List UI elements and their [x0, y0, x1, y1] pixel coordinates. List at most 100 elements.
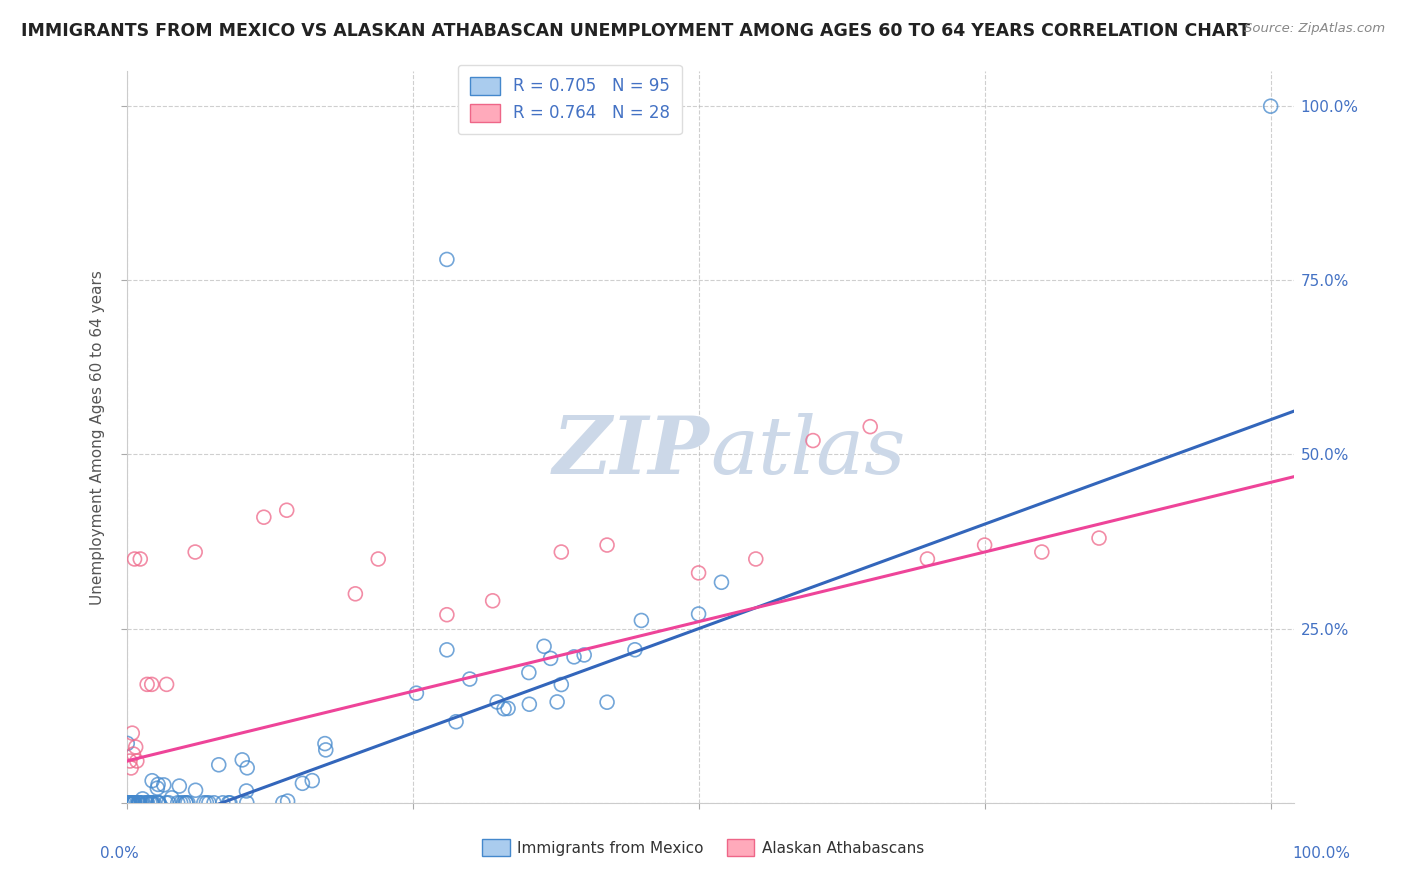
Point [121, 726, 143, 740]
Point [127, 796, 149, 810]
Point [494, 702, 516, 716]
Point [122, 796, 145, 810]
Point [174, 796, 197, 810]
Point [517, 665, 540, 680]
Legend: R = 0.705   N = 95, R = 0.764   N = 28: R = 0.705 N = 95, R = 0.764 N = 28 [458, 65, 682, 134]
Point [146, 796, 169, 810]
Point [540, 651, 562, 665]
Point [193, 796, 215, 810]
Point [121, 796, 143, 810]
Point [117, 796, 139, 810]
Point [859, 419, 882, 434]
Text: atlas: atlas [710, 413, 905, 491]
Point [146, 781, 169, 796]
Point [367, 552, 389, 566]
Point [291, 776, 314, 790]
Point [118, 754, 141, 768]
Point [208, 757, 231, 772]
Point [121, 796, 143, 810]
Point [125, 740, 148, 755]
Point [546, 695, 568, 709]
Point [486, 695, 509, 709]
Point [236, 796, 259, 810]
Point [218, 796, 240, 810]
Point [155, 796, 177, 810]
Point [436, 607, 458, 622]
Point [314, 737, 336, 751]
Point [141, 796, 163, 810]
Point [135, 796, 157, 810]
Point [170, 796, 193, 810]
Point [146, 796, 169, 810]
Point [122, 796, 145, 810]
Point [562, 649, 585, 664]
Point [550, 545, 572, 559]
Point [125, 754, 148, 768]
Point [745, 552, 768, 566]
Point [195, 796, 218, 810]
Point [120, 761, 142, 775]
Legend: Immigrants from Mexico, Alaskan Athabascans: Immigrants from Mexico, Alaskan Athabasc… [475, 833, 931, 862]
Point [148, 796, 170, 810]
Y-axis label: Unemployment Among Ages 60 to 64 years: Unemployment Among Ages 60 to 64 years [90, 269, 105, 605]
Point [146, 777, 169, 791]
Point [235, 784, 257, 798]
Point [436, 643, 458, 657]
Point [572, 648, 595, 662]
Point [801, 434, 824, 448]
Point [124, 796, 146, 810]
Point [129, 796, 152, 810]
Point [481, 594, 503, 608]
Point [1088, 531, 1111, 545]
Point [120, 796, 142, 810]
Point [917, 552, 939, 566]
Point [136, 677, 159, 691]
Point [131, 792, 153, 806]
Point [271, 796, 294, 810]
Text: IMMIGRANTS FROM MEXICO VS ALASKAN ATHABASCAN UNEMPLOYMENT AMONG AGES 60 TO 64 YE: IMMIGRANTS FROM MEXICO VS ALASKAN ATHABA… [21, 22, 1250, 40]
Point [155, 677, 177, 691]
Text: Source: ZipAtlas.com: Source: ZipAtlas.com [1244, 22, 1385, 36]
Point [184, 545, 207, 559]
Point [301, 773, 323, 788]
Point [117, 796, 139, 810]
Point [122, 796, 145, 810]
Point [148, 796, 170, 810]
Point [139, 796, 162, 810]
Point [688, 566, 710, 580]
Text: 100.0%: 100.0% [1292, 847, 1351, 861]
Point [166, 796, 188, 810]
Point [131, 796, 153, 810]
Point [202, 796, 225, 810]
Point [315, 743, 337, 757]
Text: 0.0%: 0.0% [100, 847, 139, 861]
Point [142, 796, 165, 810]
Point [120, 796, 142, 810]
Point [436, 252, 458, 267]
Point [550, 677, 572, 691]
Point [118, 796, 141, 810]
Point [276, 503, 298, 517]
Point [253, 510, 276, 524]
Point [141, 796, 163, 810]
Point [174, 796, 197, 810]
Point [236, 761, 259, 775]
Point [596, 538, 619, 552]
Point [141, 677, 163, 691]
Point [122, 796, 145, 810]
Point [117, 796, 139, 810]
Point [184, 783, 207, 797]
Point [136, 796, 159, 810]
Point [688, 607, 710, 621]
Point [973, 538, 995, 552]
Point [1031, 545, 1053, 559]
Point [533, 640, 555, 654]
Point [218, 796, 240, 810]
Point [231, 753, 253, 767]
Point [344, 587, 367, 601]
Text: ZIP: ZIP [553, 413, 710, 491]
Point [129, 552, 152, 566]
Point [135, 796, 157, 810]
Point [122, 747, 145, 761]
Point [211, 796, 233, 810]
